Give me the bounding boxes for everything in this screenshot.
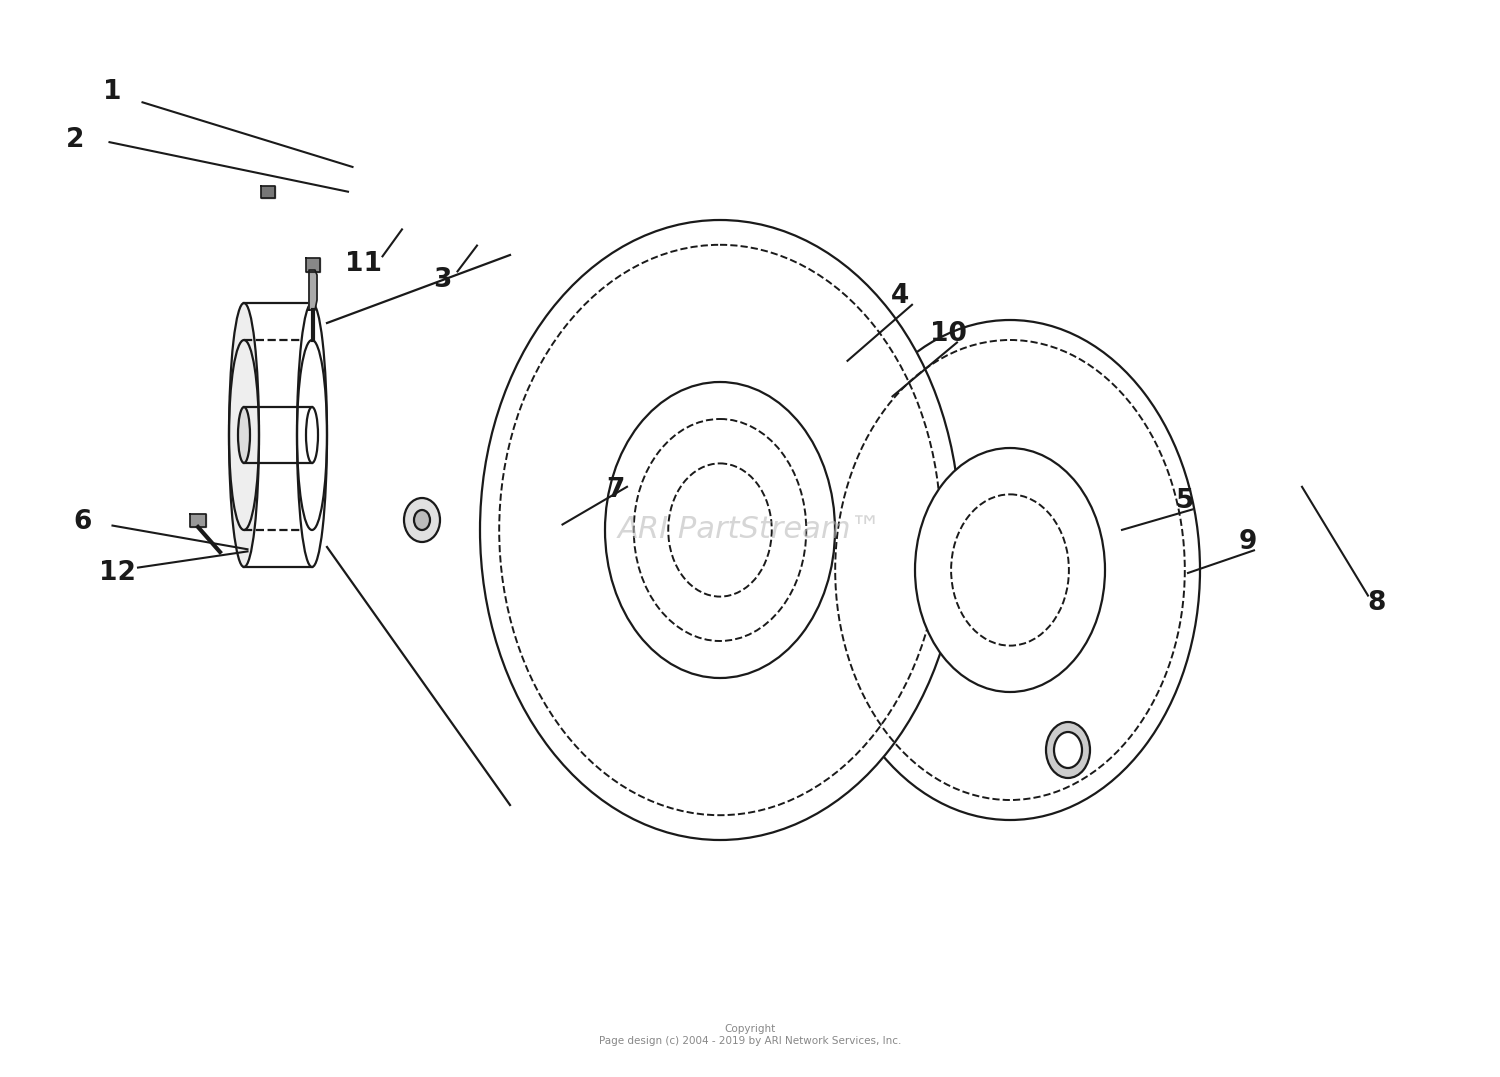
Ellipse shape (404, 498, 439, 542)
Text: 2: 2 (66, 127, 84, 153)
Text: 11: 11 (345, 251, 381, 277)
Text: 5: 5 (1176, 488, 1194, 514)
Text: 1: 1 (104, 79, 122, 104)
Text: 10: 10 (930, 321, 966, 347)
Text: 3: 3 (433, 267, 451, 293)
Text: 7: 7 (606, 477, 624, 503)
Ellipse shape (414, 510, 430, 530)
Text: 6: 6 (74, 509, 92, 535)
Ellipse shape (230, 303, 260, 567)
Ellipse shape (604, 382, 836, 679)
Polygon shape (261, 186, 274, 198)
Text: 12: 12 (99, 560, 135, 586)
Text: ARI PartStream™: ARI PartStream™ (618, 516, 882, 545)
Text: 8: 8 (1368, 590, 1386, 616)
Ellipse shape (1054, 732, 1082, 768)
Ellipse shape (821, 320, 1200, 820)
Text: 4: 4 (891, 283, 909, 309)
Polygon shape (190, 514, 206, 527)
Polygon shape (306, 258, 320, 272)
Ellipse shape (238, 407, 250, 463)
Ellipse shape (1046, 722, 1090, 778)
Ellipse shape (297, 303, 327, 567)
Text: 9: 9 (1239, 529, 1257, 555)
Text: Copyright
Page design (c) 2004 - 2019 by ARI Network Services, Inc.: Copyright Page design (c) 2004 - 2019 by… (598, 1024, 902, 1046)
Ellipse shape (480, 220, 960, 840)
Polygon shape (309, 270, 316, 310)
Ellipse shape (306, 407, 318, 463)
Ellipse shape (915, 448, 1106, 693)
